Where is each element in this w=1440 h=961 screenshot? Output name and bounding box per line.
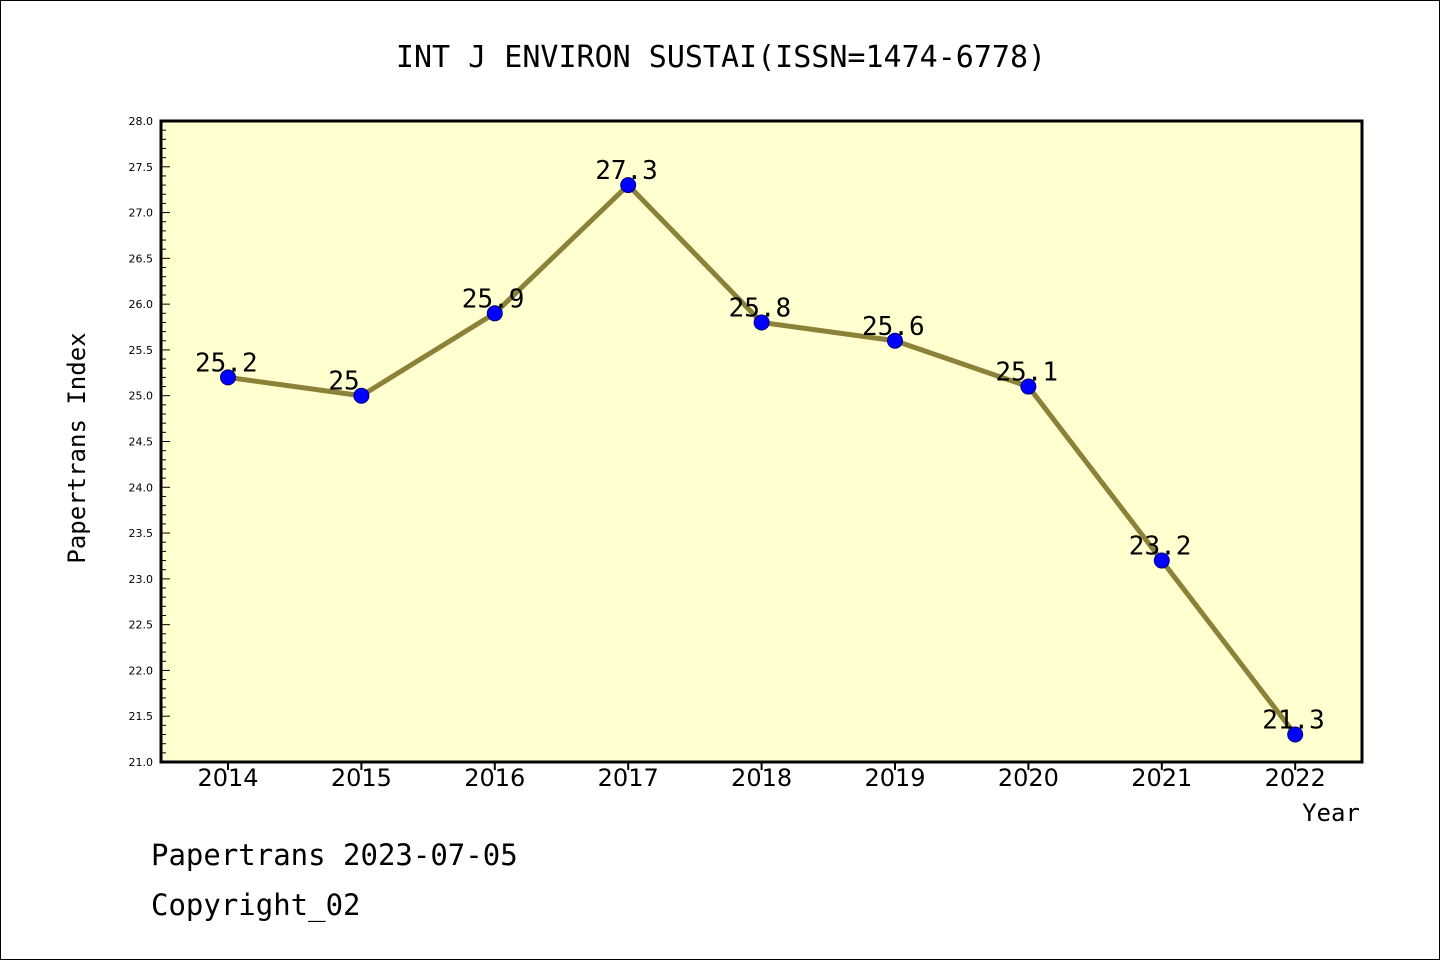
data-label: 25.8: [729, 293, 792, 323]
plot-area: [159, 119, 1364, 764]
data-label: 21.3: [1262, 706, 1325, 736]
y-tick-label: 22.0: [129, 664, 154, 677]
data-point: [353, 387, 370, 404]
y-tick-label: 27.0: [129, 207, 154, 220]
data-point: [1153, 552, 1170, 569]
x-tick-label: 2019: [864, 764, 925, 792]
chart-title: INT J ENVIRON SUSTAI(ISSN=1474-6778): [396, 40, 1046, 75]
x-tick-label: 2017: [598, 764, 659, 792]
x-tick-label: 2018: [731, 764, 792, 792]
x-tick-label: 2015: [331, 764, 392, 792]
data-point: [887, 332, 903, 349]
data-label: 25.6: [862, 312, 925, 342]
data-point: [1287, 726, 1304, 743]
y-tick-label: 23.5: [129, 527, 154, 540]
data-point: [486, 305, 503, 322]
data-point: [1020, 378, 1037, 395]
data-label: 25.1: [995, 358, 1058, 388]
y-axis-label: Papertrans Index: [63, 332, 91, 563]
footer-copyright: Copyright_02: [151, 888, 361, 923]
data-point: [220, 369, 236, 386]
data-label: 25.9: [462, 284, 525, 314]
y-tick-label: 26.5: [129, 252, 154, 265]
series-line-group: [220, 177, 1304, 743]
y-tick-label: 25.0: [129, 390, 154, 403]
x-axis-label: Year: [1302, 799, 1360, 827]
x-tick-label: 2022: [1265, 764, 1326, 792]
y-tick-label: 27.5: [129, 161, 154, 174]
y-tick-label: 26.0: [129, 298, 154, 311]
x-tick-label: 2020: [998, 764, 1059, 792]
y-tick-label: 28.0: [129, 115, 154, 128]
x-tick-label: 2014: [197, 764, 258, 792]
data-label: 27.3: [595, 156, 658, 186]
x-tick-label: 2021: [1131, 764, 1192, 792]
footer-date: Papertrans 2023-07-05: [151, 838, 518, 872]
data-point: [753, 314, 770, 331]
y-tick-label: 25.5: [129, 344, 154, 357]
y-axis: 21.0 21.5 22.0 22.5 23.0 23.5 24.0 24.5 25.0 25.5…: [129, 115, 170, 769]
y-tick-label: 21.5: [129, 710, 154, 723]
data-label: 25: [328, 367, 359, 397]
y-tick-label: 21.0: [129, 756, 154, 769]
y-tick-label: 23.0: [129, 573, 154, 586]
data-label: 25.2: [195, 348, 258, 378]
data-labels-group: 25.2 25 25.9 27.3 25.8 25.6 25.1 23.2 21.3: [195, 156, 1325, 735]
x-tick-label: 2016: [464, 764, 525, 792]
y-tick-label: 24.5: [129, 436, 154, 449]
y-tick-label: 24.0: [129, 481, 154, 494]
y-tick-label: 22.5: [129, 619, 154, 632]
data-point: [620, 177, 637, 194]
x-axis: 2014 2015 2016 2017 2018 2019 2020 2021 2022: [197, 762, 1326, 792]
data-label: 23.2: [1129, 532, 1192, 562]
